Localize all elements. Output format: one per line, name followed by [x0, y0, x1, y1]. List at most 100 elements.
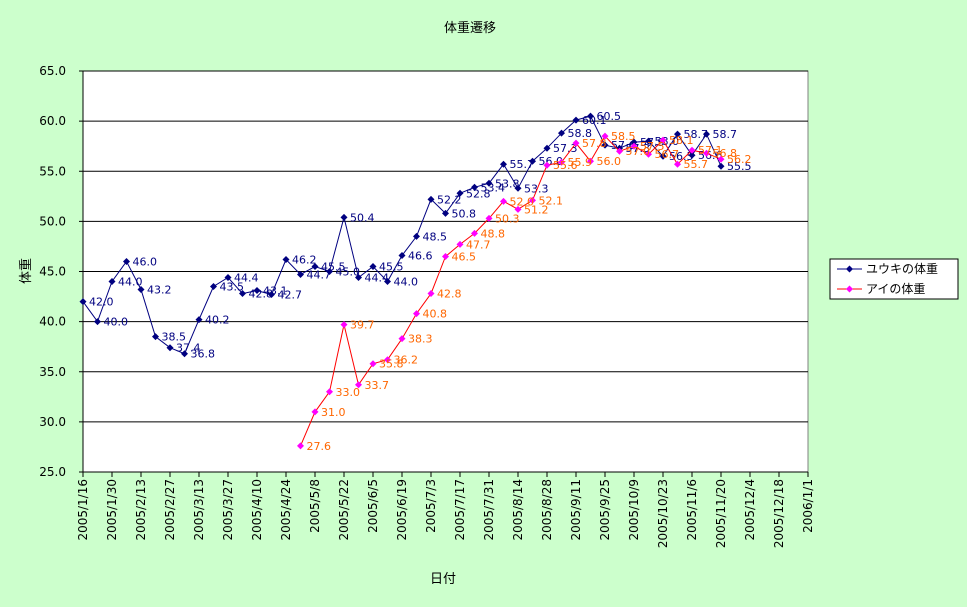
data-label: 48.8 [481, 227, 506, 240]
data-point [630, 138, 638, 146]
x-tick-label: 2005/1/30 [105, 479, 119, 541]
x-tick-label: 2005/3/27 [221, 479, 235, 541]
data-label: 50.3 [495, 212, 520, 225]
data-label: 33.0 [336, 386, 361, 399]
data-label: 52.0 [510, 195, 535, 208]
data-point [123, 257, 130, 265]
x-axis: 2005/1/16 2005/1/30 2005/2/13 2005/2/27 2005… [76, 471, 815, 548]
data-label: 55.9 [568, 156, 593, 169]
data-point [485, 179, 493, 187]
data-point [442, 209, 449, 217]
data-point [224, 274, 232, 282]
x-tick-label: 2005/6/19 [395, 479, 409, 541]
legend: ユウキの体重 アイの体重 [829, 258, 959, 300]
x-tick-label: 2005/10/23 [656, 479, 670, 548]
data-point [413, 310, 420, 318]
data-label: 55.6 [553, 159, 578, 172]
data-point [297, 271, 304, 279]
data-label: 43.2 [147, 284, 172, 297]
x-tick-label: 2005/11/6 [685, 479, 699, 541]
y-tick-label: 30.0 [39, 415, 66, 429]
data-point [311, 408, 319, 416]
data-label: 58.7 [684, 128, 709, 141]
data-label: 35.8 [379, 358, 404, 371]
data-label: 46.6 [408, 249, 433, 262]
data-label: 42.8 [249, 288, 274, 301]
data-point [688, 151, 696, 159]
legend-marker-yuuki [846, 265, 853, 273]
series-0: 42.0 40.0 44.0 46.0 43.2 38.537.436.8 40.2 43.5… [79, 110, 752, 361]
data-label: 58.0 [655, 135, 680, 148]
y-tick-label: 60.0 [39, 114, 66, 128]
x-tick-label: 2005/10/9 [627, 479, 641, 541]
data-point [384, 278, 391, 286]
x-tick-label: 2006/1/1 [801, 479, 815, 533]
data-point [616, 147, 623, 155]
data-label: 46.2 [292, 253, 317, 266]
data-point [282, 255, 290, 263]
data-label: 56.2 [727, 153, 752, 166]
data-point [500, 197, 507, 205]
x-tick-label: 2005/4/24 [279, 479, 293, 541]
legend-marker-ai [846, 285, 853, 293]
data-point [630, 142, 638, 150]
data-label: 47.7 [466, 238, 491, 251]
data-point [253, 287, 261, 295]
data-label: 45.0 [336, 266, 361, 279]
x-tick-label: 2005/12/4 [743, 479, 757, 541]
data-point [500, 160, 507, 168]
x-tick-label: 2005/9/25 [598, 479, 612, 541]
data-label: 46.0 [133, 255, 158, 268]
data-label: 42.0 [89, 296, 114, 309]
data-label: 53.8 [495, 177, 520, 190]
data-point [471, 183, 478, 191]
x-tick-label: 2005/7/31 [482, 479, 496, 541]
data-point [543, 144, 551, 152]
legend-label-ai: アイの体重 [866, 282, 925, 296]
data-point [413, 232, 420, 240]
data-point [369, 360, 377, 368]
data-label: 52.2 [437, 193, 462, 206]
data-label: 44.0 [118, 276, 143, 289]
data-label: 57.1 [698, 144, 723, 157]
data-point [601, 132, 609, 140]
data-label: 45.5 [321, 260, 346, 273]
data-point [311, 262, 319, 270]
data-label: 58.1 [669, 134, 694, 147]
data-point [268, 291, 275, 299]
data-point [369, 262, 377, 270]
data-label: 42.8 [437, 288, 462, 301]
x-tick-label: 2005/8/28 [540, 479, 554, 541]
data-point [398, 251, 406, 259]
data-label: 60.5 [597, 110, 622, 123]
x-tick-label: 2005/5/22 [337, 479, 351, 541]
data-label: 58.7 [713, 128, 738, 141]
data-point [456, 189, 464, 197]
x-tick-label: 2005/4/10 [250, 479, 264, 541]
data-point [543, 161, 551, 169]
data-point [674, 160, 681, 168]
data-point [558, 129, 565, 137]
data-point [659, 152, 667, 160]
data-label: 42.7 [278, 289, 303, 302]
data-label: 57.8 [582, 137, 607, 150]
data-point [340, 213, 348, 221]
data-point [471, 229, 478, 237]
x-tick-label: 2005/11/20 [714, 479, 728, 548]
data-point [239, 290, 246, 298]
data-label: 57.0 [626, 145, 651, 158]
x-tick-label: 2005/5/8 [308, 479, 322, 533]
data-point [326, 268, 333, 275]
x-tick-label: 2005/9/11 [569, 479, 583, 541]
data-label: 57.9 [640, 136, 665, 149]
data-label: 46.5 [452, 250, 477, 263]
data-label: 56.0 [597, 155, 622, 168]
data-point [427, 290, 435, 298]
data-label: 48.5 [423, 230, 448, 243]
y-axis: 25.0 30.0 35.0 40.0 45.0 50.0 55.0 60.0 65.0 [39, 64, 84, 479]
y-tick-label: 40.0 [39, 315, 66, 329]
data-label: 56.7 [655, 148, 680, 161]
data-label: 43.5 [220, 281, 245, 294]
